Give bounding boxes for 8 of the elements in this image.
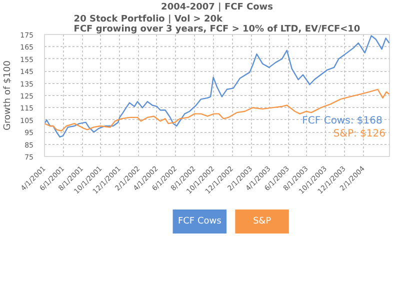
y-axis-title: Growth of $100 <box>3 60 14 130</box>
chart-title: 2004-2007 | FCF Cows <box>161 2 273 12</box>
line-series <box>44 35 390 138</box>
chart-subtitle: 20 Stock Portfolio | Vol > 20k FCF growing over 3 years, FCF > 10% of LTD, EV/FCF<10 <box>74 14 360 34</box>
text: FCF Cows <box>178 216 222 226</box>
annotation: FCF Cows: $168 <box>302 116 382 126</box>
text: S&P <box>252 216 272 226</box>
annotation: S&P: $126 <box>333 128 386 140</box>
